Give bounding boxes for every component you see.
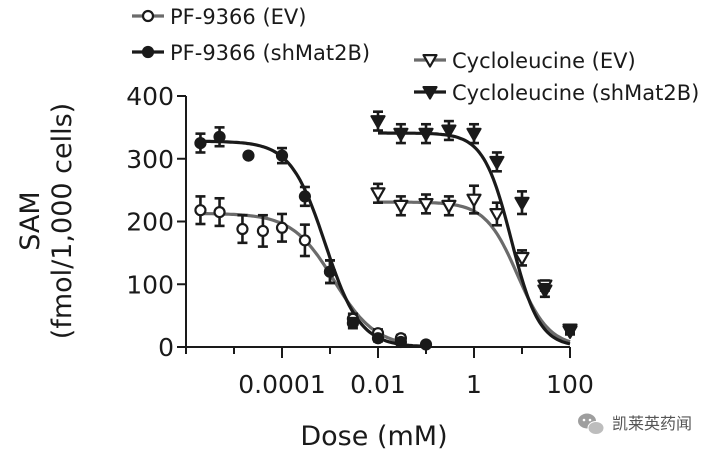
data-point xyxy=(466,193,482,208)
legend-item: Cycloleucine (EV) xyxy=(414,49,636,73)
data-point xyxy=(441,124,457,139)
data-point xyxy=(213,205,226,219)
plot-area: 0 100 200 300 400 0.0001 0.01 1 100 xyxy=(126,82,594,399)
data-point xyxy=(489,208,505,222)
fit-curve-3 xyxy=(378,131,571,346)
legend-label: PF-9366 (shMat2B) xyxy=(170,41,370,65)
data-point xyxy=(466,127,482,142)
data-point xyxy=(393,127,409,142)
legend-item: Cycloleucine (shMat2B) xyxy=(414,81,699,105)
fit-curve-2 xyxy=(378,200,571,344)
x-tick-label: 1 xyxy=(466,370,482,399)
data-point xyxy=(275,149,289,162)
y-tick-label: 100 xyxy=(126,270,174,299)
fit-curve-0 xyxy=(200,212,402,344)
legend-marker xyxy=(422,85,438,100)
x-tick-label: 100 xyxy=(546,370,594,399)
legend-item: PF-9366 (EV) xyxy=(132,5,306,29)
data-point xyxy=(394,335,408,349)
x-axis-ticks: 0.0001 0.01 1 100 xyxy=(185,347,594,399)
data-point xyxy=(393,199,409,214)
data-point xyxy=(441,199,457,214)
legend-marker xyxy=(141,45,155,59)
wechat-icon xyxy=(578,413,605,435)
y-tick-label: 300 xyxy=(126,145,174,174)
data-point xyxy=(514,196,530,211)
series-2-points xyxy=(370,182,578,337)
legend-label: Cycloleucine (shMat2B) xyxy=(452,81,699,105)
data-points xyxy=(194,110,578,351)
series-3-points xyxy=(370,110,578,339)
data-point xyxy=(489,155,505,170)
data-point xyxy=(323,265,337,278)
data-point xyxy=(194,136,207,150)
data-point xyxy=(275,221,289,234)
watermark: 凯莱英药闻 xyxy=(578,413,692,435)
data-point xyxy=(256,224,269,238)
data-point xyxy=(236,222,249,236)
data-point xyxy=(213,130,226,143)
data-point xyxy=(242,149,255,162)
legend-marker xyxy=(422,53,438,68)
data-point xyxy=(371,332,385,345)
y-axis-ticks: 0 100 200 300 400 xyxy=(126,82,186,362)
data-point xyxy=(370,115,386,129)
data-point xyxy=(418,127,434,142)
series-1-points xyxy=(194,126,433,351)
fit-curve-1 xyxy=(200,139,427,348)
y-tick-label: 0 xyxy=(158,333,174,362)
y-tick-label: 200 xyxy=(126,208,174,237)
data-point xyxy=(370,187,386,201)
x-axis-title: Dose (mM) xyxy=(300,421,447,452)
y-tick-label: 400 xyxy=(126,82,174,111)
data-point xyxy=(562,325,578,339)
series-0-points xyxy=(194,195,408,345)
legend: PF-9366 (EV) PF-9366 (shMat2B) Cycloleucin… xyxy=(132,5,699,105)
data-point xyxy=(346,317,360,330)
legend-item: PF-9366 (shMat2B) xyxy=(132,41,370,65)
legend-label: Cycloleucine (EV) xyxy=(452,49,636,73)
watermark-text: 凯莱英药闻 xyxy=(612,414,692,433)
data-point xyxy=(298,234,312,247)
data-point xyxy=(418,198,434,212)
data-point xyxy=(419,338,433,351)
data-point xyxy=(537,284,553,299)
y-axis-title-line2: (fmol/1,000 cells) xyxy=(47,103,78,339)
data-point xyxy=(194,204,207,217)
x-tick-label: 0.01 xyxy=(350,370,406,399)
legend-label: PF-9366 (EV) xyxy=(170,5,306,29)
fit-curves xyxy=(200,131,571,348)
x-tick-label: 0.0001 xyxy=(238,370,325,399)
data-point xyxy=(298,190,312,203)
y-axis-title-line1: SAM xyxy=(15,191,46,250)
data-point xyxy=(514,251,530,266)
legend-marker xyxy=(141,9,155,23)
